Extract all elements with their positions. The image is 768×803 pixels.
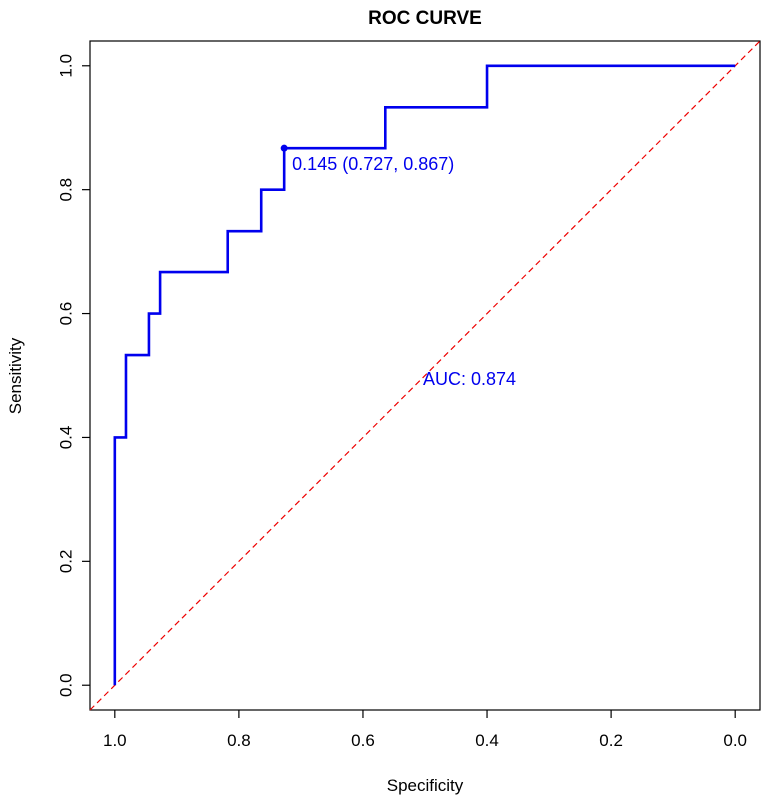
x-tick-label: 1.0	[103, 731, 127, 750]
y-tick-label: 1.0	[57, 54, 76, 78]
auc-label: AUC: 0.874	[423, 369, 516, 389]
x-tick-label: 0.6	[351, 731, 375, 750]
x-tick-label: 0.4	[475, 731, 499, 750]
threshold-point	[280, 144, 288, 152]
reference-diagonal-line	[89, 40, 761, 711]
y-tick-label: 0.2	[57, 550, 76, 574]
y-axis: 0.0 0.2 0.4 0.6 0.8 1.0	[57, 54, 90, 697]
roc-curve-line	[113, 64, 736, 686]
y-axis-label: Sensitivity	[6, 337, 25, 414]
x-axis-label: Specificity	[387, 776, 464, 795]
x-tick-label: 0.0	[723, 731, 747, 750]
y-tick-label: 0.8	[57, 178, 76, 202]
x-tick-label: 0.2	[599, 731, 623, 750]
x-tick-label: 0.8	[227, 731, 251, 750]
y-tick-label: 0.6	[57, 302, 76, 326]
threshold-label: 0.145 (0.727, 0.867)	[292, 154, 454, 174]
y-tick-label: 0.4	[57, 426, 76, 450]
y-tick-label: 0.0	[57, 673, 76, 697]
plot-frame	[89, 40, 761, 711]
x-axis: 1.0 0.8 0.6 0.4 0.2 0.0	[103, 710, 747, 750]
chart-title: ROC CURVE	[368, 8, 482, 29]
